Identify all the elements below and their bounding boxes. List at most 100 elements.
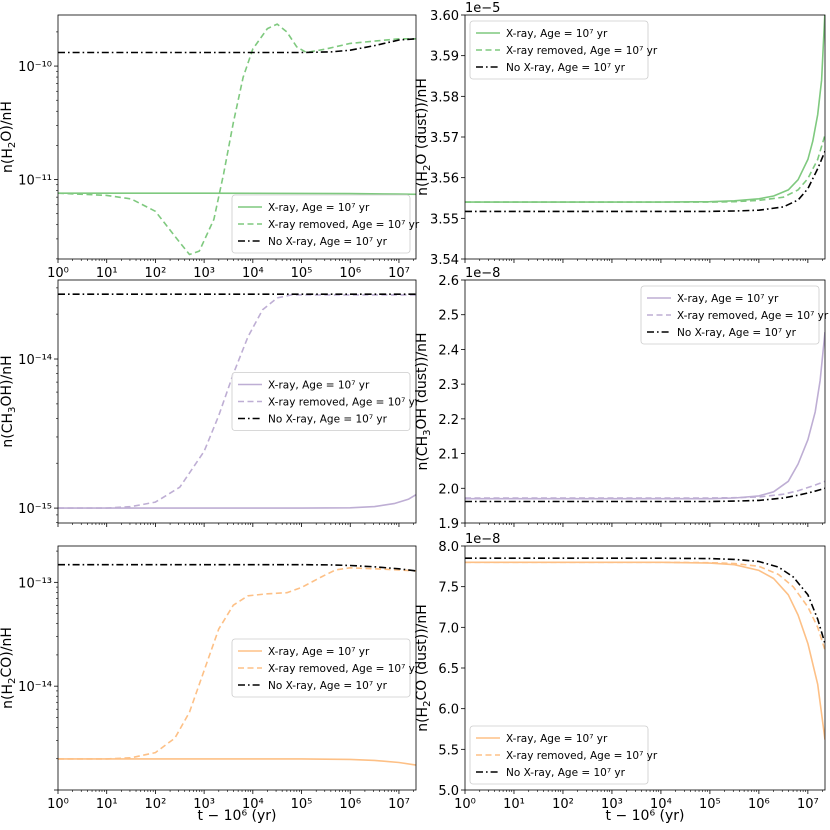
- y-tick-label: 10⁻¹⁴: [18, 353, 52, 368]
- y-axis-label: n(CH3​OH)/nH: [0, 355, 18, 447]
- legend-entry-label: X-ray removed, Age = 10⁷ yr: [506, 45, 658, 57]
- y-tick-label: 2.4: [438, 343, 459, 358]
- x-tick-label: 10⁷: [388, 797, 410, 812]
- legend-entry-label: X-ray, Age = 10⁷ yr: [506, 733, 608, 745]
- legend-frame: [640, 285, 820, 345]
- y-tick-label: 3.59: [430, 50, 459, 65]
- axes-frame: [464, 545, 826, 791]
- x-tick-label: 10³: [193, 266, 215, 281]
- x-axis-label: t − 10⁶ (yr): [606, 808, 685, 824]
- y-tick-label: 2.6: [438, 274, 459, 289]
- plot-area: [58, 563, 416, 766]
- x-tick-label: 10⁶: [339, 797, 361, 812]
- y-tick-label: 10⁻¹⁵: [18, 502, 52, 517]
- chart-panel-h2o-dust: 3.54 3.55 3.56 3.57 3.58 3.59 3.60 n(H2​O (dust…: [414, 1, 826, 268]
- legend: X-ray, Age = 10⁷ yr X-ray removed, Age = …: [231, 194, 420, 254]
- legend-entry-label: X-ray removed, Age = 10⁷ yr: [268, 219, 420, 231]
- x-axis-label: t − 10⁶ (yr): [198, 808, 277, 824]
- series-line-dashdot: [465, 150, 825, 213]
- x-tick-label: 10⁰: [47, 797, 69, 812]
- y-tick-label: 10⁻¹⁰: [18, 60, 52, 75]
- y-tick-label: 2.3: [438, 378, 459, 393]
- x-tick-label: 10¹: [96, 797, 118, 812]
- legend-entry-label: No X-ray, Age = 10⁷ yr: [506, 767, 626, 779]
- axes-frame: [464, 279, 826, 524]
- y-tick-label: 3.54: [430, 253, 459, 268]
- y-tick-label: 5.0: [438, 784, 459, 799]
- x-tick-label: 10⁶: [339, 266, 361, 281]
- legend-frame: [469, 20, 649, 80]
- series-line-dashdot: [58, 38, 416, 54]
- x-tick-label: 10⁵: [699, 797, 721, 812]
- x-tick-label: 10⁰: [454, 797, 476, 812]
- legend-entry-label: X-ray removed, Age = 10⁷ yr: [677, 310, 829, 322]
- y-axis-label: n(CH3​OH (dust))/nH: [414, 332, 433, 470]
- y-tick-label: 2.5: [438, 309, 459, 324]
- x-tick-label: 10²: [552, 797, 574, 812]
- y-tick-label: 10⁻¹¹: [18, 174, 52, 189]
- plot-area: [465, 15, 825, 213]
- y-tick-label: 7.0: [438, 621, 459, 636]
- y-tick-label: 6.5: [438, 662, 459, 677]
- plot-area: [58, 23, 416, 256]
- chart-panel-ch3oh-dust: 1.9 2.0 2.1 2.2 2.3 2.4 2.5 2.6 n(CH3​OH (dust))…: [414, 266, 829, 532]
- x-tick-label: 10⁴: [650, 797, 672, 812]
- legend-entry-label: X-ray removed, Age = 10⁷ yr: [268, 397, 420, 409]
- chart-panel-h2o-gas: 10⁰ 10¹ 10² 10³ 10⁴ 10⁵ 10⁶ 10⁷ 10⁻¹⁰ 10⁻¹¹n(H2​O…: [0, 14, 420, 281]
- legend-frame: [231, 372, 411, 431]
- series-line-solid: [58, 192, 416, 196]
- legend-frame: [469, 725, 649, 785]
- legend: X-ray, Age = 10⁷ yr X-ray removed, Age = …: [469, 725, 658, 785]
- y-axis-label: n(H2​CO (dust))/nH: [414, 604, 433, 732]
- x-tick-label: 10²: [145, 266, 167, 281]
- x-tick-label: 10⁴: [242, 266, 264, 281]
- series-line-dashed: [465, 561, 825, 651]
- axes-frame: [57, 545, 417, 791]
- y-axis-label: n(H2​O)/nH: [0, 101, 18, 173]
- plot-area: [465, 332, 825, 503]
- plot-area: [465, 557, 825, 740]
- x-tick-label: 10³: [601, 797, 623, 812]
- y-tick-label: 3.55: [430, 212, 459, 227]
- y-tick-label: 10⁻¹³: [18, 576, 52, 591]
- y-tick-label: 2.0: [438, 482, 459, 497]
- y-tick-label: 6.0: [438, 703, 459, 718]
- y-tick-label: 5.5: [438, 743, 459, 758]
- series-line-dashed: [58, 23, 416, 256]
- offset-text: 1e−5: [465, 1, 500, 16]
- y-tick-label: 2.1: [438, 448, 459, 463]
- y-tick-label: 3.60: [430, 9, 459, 24]
- x-tick-label: 10⁶: [748, 797, 770, 812]
- y-tick-label: 1.9: [438, 517, 459, 532]
- legend-entry-label: X-ray, Age = 10⁷ yr: [268, 380, 370, 392]
- x-tick-label: 10⁷: [797, 797, 819, 812]
- series-line-solid: [465, 15, 825, 203]
- y-tick-label: 10⁻¹⁴: [18, 680, 52, 695]
- chart-panel-ch3oh-gas: 10⁻¹⁴ 10⁻¹⁵ n(CH3​OH)/nH X-ray, Age = 10⁷ y…: [0, 279, 420, 527]
- series-line-dashed: [58, 566, 416, 760]
- chart-panel-h2co-dust: 10⁰ 10¹ 10² 10³ 10⁴ 10⁵ 10⁶ 10⁷ 5.0 5.5 6.0 6.5 7.0 7…: [414, 532, 826, 812]
- y-tick-label: 3.56: [430, 172, 459, 187]
- x-tick-label: 10¹: [503, 797, 525, 812]
- legend-entry-label: X-ray, Age = 10⁷ yr: [268, 646, 370, 658]
- legend: X-ray, Age = 10⁷ yr X-ray removed, Age = …: [231, 372, 420, 431]
- chart-panel-h2co-gas: 10⁰ 10¹ 10² 10³ 10⁴ 10⁵ 10⁶ 10⁷ 10⁻¹³ 10⁻¹⁴n(H2​C…: [0, 545, 420, 812]
- series-line-dashed: [465, 134, 825, 203]
- series-line-solid: [465, 561, 825, 740]
- legend-entry-label: No X-ray, Age = 10⁷ yr: [268, 414, 388, 426]
- series-line-solid: [58, 494, 416, 509]
- legend-entry-label: X-ray removed, Age = 10⁷ yr: [268, 663, 420, 675]
- x-tick-label: 10⁴: [242, 797, 264, 812]
- legend-entry-label: X-ray removed, Age = 10⁷ yr: [506, 750, 658, 762]
- series-line-dashdot: [465, 487, 825, 503]
- y-tick-label: 7.5: [438, 581, 459, 596]
- x-tick-label: 10⁵: [291, 797, 313, 812]
- y-axis-label: n(H2​O (dust))/nH: [414, 78, 433, 196]
- axes-frame: [57, 279, 417, 524]
- axes-frame: [57, 14, 417, 260]
- series-line-solid: [58, 758, 416, 766]
- plot-area: [58, 293, 416, 509]
- legend-entry-label: X-ray, Age = 10⁷ yr: [506, 28, 608, 40]
- offset-text: 1e−8: [465, 532, 500, 547]
